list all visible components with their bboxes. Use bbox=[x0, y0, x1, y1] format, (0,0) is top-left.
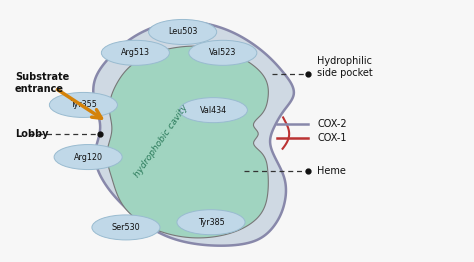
Text: hydrophobic cavity: hydrophobic cavity bbox=[133, 103, 190, 179]
Text: Val434: Val434 bbox=[200, 106, 227, 115]
Text: Val523: Val523 bbox=[209, 48, 237, 57]
Text: Arg513: Arg513 bbox=[121, 48, 150, 57]
Text: Tyr385: Tyr385 bbox=[198, 218, 224, 227]
Text: Lobby: Lobby bbox=[15, 129, 48, 139]
Text: Leu503: Leu503 bbox=[168, 28, 197, 36]
Ellipse shape bbox=[149, 19, 217, 45]
Ellipse shape bbox=[92, 215, 160, 240]
Text: Heme: Heme bbox=[318, 166, 346, 176]
Ellipse shape bbox=[189, 40, 257, 65]
Ellipse shape bbox=[101, 40, 169, 65]
Text: Arg120: Arg120 bbox=[73, 152, 103, 162]
Text: Substrate
entrance: Substrate entrance bbox=[15, 72, 69, 94]
Text: Hydrophilic
side pocket: Hydrophilic side pocket bbox=[318, 56, 373, 78]
Polygon shape bbox=[93, 21, 294, 246]
Ellipse shape bbox=[179, 98, 247, 123]
Text: Ser530: Ser530 bbox=[111, 223, 140, 232]
Text: COX-2: COX-2 bbox=[318, 119, 347, 129]
Polygon shape bbox=[107, 46, 268, 238]
Text: COX-1: COX-1 bbox=[318, 133, 347, 143]
Ellipse shape bbox=[54, 145, 122, 170]
Text: Tyr355: Tyr355 bbox=[70, 100, 97, 110]
Ellipse shape bbox=[177, 210, 245, 235]
Ellipse shape bbox=[49, 92, 118, 117]
